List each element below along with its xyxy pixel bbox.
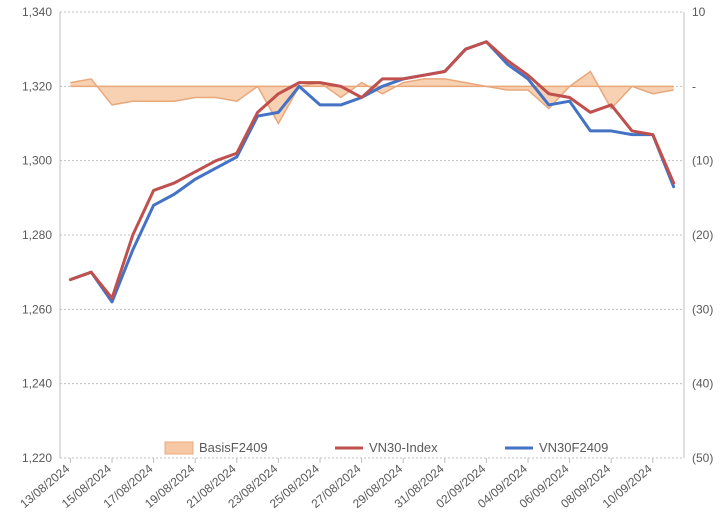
right-axis-tick-label: (10) bbox=[692, 154, 713, 168]
right-axis-tick-label: (50) bbox=[692, 451, 713, 465]
legend: BasisF2409 VN30-Index VN30F2409 bbox=[165, 440, 608, 455]
left-axis-tick-label: 1,220 bbox=[22, 451, 52, 465]
chart-svg: 1,220 1,240 1,260 1,280 1,300 1,320 1,340 (50) (… bbox=[0, 0, 724, 532]
left-axis-tick-label: 1,280 bbox=[22, 228, 52, 242]
left-axis-tick-label: 1,260 bbox=[22, 302, 52, 316]
right-axis-tick-label: - bbox=[692, 79, 696, 93]
left-axis-tick-label: 1,300 bbox=[22, 154, 52, 168]
legend-label-basis: BasisF2409 bbox=[199, 440, 268, 455]
right-axis-tick-label: (40) bbox=[692, 377, 713, 391]
left-axis-tick-label: 1,240 bbox=[22, 377, 52, 391]
left-axis-tick-label: 1,320 bbox=[22, 79, 52, 93]
right-axis-tick-label: 10 bbox=[692, 5, 706, 19]
legend-label-vn30f2409: VN30F2409 bbox=[539, 440, 608, 455]
right-axis-tick-label: (20) bbox=[692, 228, 713, 242]
legend-label-vn30_index: VN30-Index bbox=[369, 440, 438, 455]
right-axis-tick-label: (30) bbox=[692, 302, 713, 316]
legend-swatch-basis bbox=[165, 442, 193, 454]
chart-container: 1,220 1,240 1,260 1,280 1,300 1,320 1,340 (50) (… bbox=[0, 0, 724, 532]
left-axis-tick-label: 1,340 bbox=[22, 5, 52, 19]
